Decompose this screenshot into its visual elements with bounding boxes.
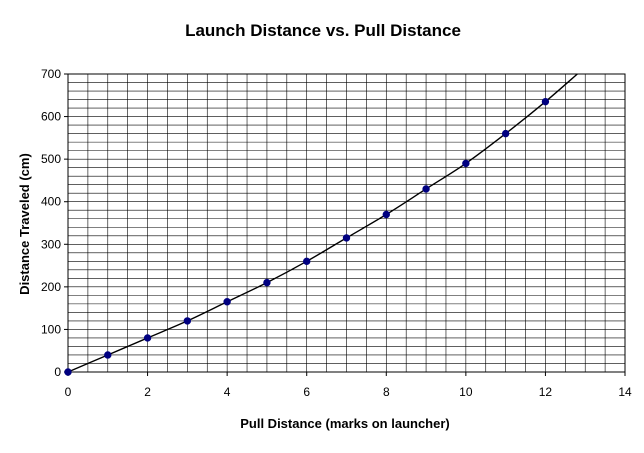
x-tick-label: 8 — [383, 385, 390, 399]
data-point — [223, 298, 231, 306]
data-point — [342, 234, 351, 242]
grid — [68, 74, 625, 372]
data-points — [64, 97, 550, 376]
chart-title: Launch Distance vs. Pull Distance — [185, 21, 461, 40]
x-tick-label: 4 — [224, 385, 231, 399]
y-tick-label: 100 — [41, 322, 61, 336]
x-tick-label: 0 — [65, 385, 72, 399]
data-point — [303, 257, 311, 266]
x-tick-label: 10 — [459, 385, 473, 399]
data-point — [263, 278, 271, 287]
data-point — [541, 97, 550, 106]
trendline — [67, 73, 578, 373]
x-tick-label: 6 — [303, 385, 310, 399]
data-point — [143, 334, 152, 342]
data-point — [382, 210, 390, 219]
x-axis-label: Pull Distance (marks on launcher) — [240, 416, 450, 431]
y-axis-label: Distance Traveled (cm) — [17, 153, 32, 295]
data-point — [422, 185, 430, 193]
data-point — [462, 159, 470, 168]
x-tick-label: 14 — [618, 385, 632, 399]
y-tick-label: 200 — [41, 280, 61, 294]
tick-labels: 0 2 4 6 8 10 12 14 0 100 200 300 400 500 600 700 — [41, 67, 632, 399]
x-tick-label: 2 — [144, 385, 151, 399]
data-point — [64, 368, 72, 376]
y-tick-label: 400 — [41, 195, 61, 209]
data-point — [183, 317, 192, 325]
y-tick-label: 600 — [41, 110, 61, 124]
y-tick-label: 300 — [41, 237, 61, 251]
data-point — [501, 129, 510, 138]
data-point — [104, 351, 112, 359]
plot-area-border — [67, 73, 626, 373]
y-tick-label: 500 — [41, 152, 61, 166]
y-tick-label: 700 — [41, 67, 61, 81]
x-tick-label: 12 — [539, 385, 553, 399]
y-tick-label: 0 — [54, 365, 61, 379]
